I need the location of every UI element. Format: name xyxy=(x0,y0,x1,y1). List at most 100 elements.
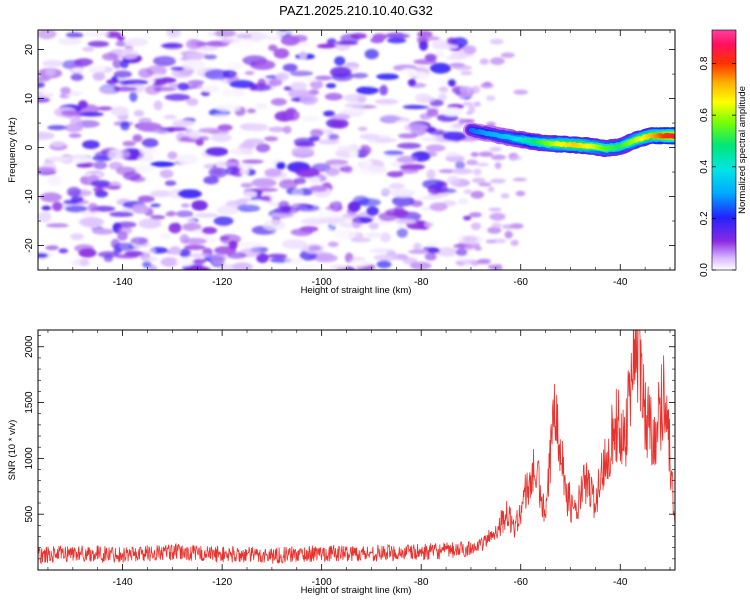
noise-blob xyxy=(308,245,322,251)
noise-blob xyxy=(378,212,399,222)
noise-blob xyxy=(380,232,391,243)
noise-blob xyxy=(332,164,343,169)
noise-blob xyxy=(289,70,314,77)
noise-blob xyxy=(488,214,505,220)
noise-blob xyxy=(106,79,119,85)
noise-blob xyxy=(376,260,392,269)
noise-blob xyxy=(72,154,91,164)
noise-blob xyxy=(78,100,88,109)
noise-blob xyxy=(343,93,367,103)
noise-blob xyxy=(106,185,121,190)
noise-blob xyxy=(351,218,362,229)
spectrogram-x-axis-label: Height of straight line (km) xyxy=(301,285,412,296)
noise-blob xyxy=(229,80,255,89)
noise-blob xyxy=(45,245,59,251)
colorbar-ticks: 0.0 0.2 0.4 0.6 0.8 xyxy=(699,56,736,277)
noise-blob xyxy=(331,201,341,208)
noise-blob xyxy=(487,226,502,234)
colorbar-tick-label: 0.8 xyxy=(699,56,710,70)
noise-blob xyxy=(471,177,486,184)
noise-blob xyxy=(93,161,108,170)
noise-blob xyxy=(177,189,203,199)
x-tick-label: -60 xyxy=(514,577,529,588)
noise-blob xyxy=(255,143,271,153)
noise-blob xyxy=(515,190,526,197)
noise-blob xyxy=(391,188,416,198)
noise-blob xyxy=(391,195,415,207)
noise-blob xyxy=(323,110,335,117)
noise-blob xyxy=(66,186,82,198)
noise-blob xyxy=(407,78,417,87)
noise-blob xyxy=(241,159,264,164)
noise-blob xyxy=(213,114,232,118)
noise-blob xyxy=(143,256,159,262)
noise-blob xyxy=(321,227,334,237)
noise-blob xyxy=(330,118,349,129)
spectrogram-noise xyxy=(38,30,529,270)
noise-blob xyxy=(268,126,286,133)
noise-blob xyxy=(38,30,57,40)
noise-blob xyxy=(210,252,227,264)
noise-blob xyxy=(283,86,293,91)
noise-blob xyxy=(38,131,55,140)
noise-blob xyxy=(164,93,191,101)
spectrogram-y-axis-label: Frequency (Hz) xyxy=(7,117,18,182)
noise-blob xyxy=(150,161,175,167)
noise-blob xyxy=(436,44,459,50)
noise-blob xyxy=(79,217,105,228)
noise-blob xyxy=(237,204,261,213)
noise-blob xyxy=(186,98,199,106)
noise-blob xyxy=(429,202,448,212)
noise-blob xyxy=(468,105,476,114)
noise-blob xyxy=(359,133,380,140)
noise-blob xyxy=(214,246,237,255)
noise-blob xyxy=(290,81,308,91)
noise-blob xyxy=(501,224,515,229)
noise-blob xyxy=(459,85,472,94)
noise-blob xyxy=(398,168,419,174)
noise-blob xyxy=(470,190,485,199)
noise-blob xyxy=(444,152,460,157)
noise-blob xyxy=(450,52,469,57)
noise-blob xyxy=(180,59,206,71)
noise-blob xyxy=(285,109,300,121)
noise-blob xyxy=(292,188,304,197)
noise-blob xyxy=(132,204,149,214)
noise-blob xyxy=(309,79,324,90)
noise-blob xyxy=(452,65,473,71)
x-tick-label: -140 xyxy=(113,577,133,588)
noise-blob xyxy=(131,164,156,173)
snr-frame xyxy=(37,329,676,571)
noise-blob xyxy=(130,237,148,245)
noise-blob xyxy=(281,239,308,250)
noise-blob xyxy=(379,84,388,96)
noise-blob xyxy=(485,239,496,244)
noise-blob xyxy=(396,155,418,164)
noise-blob xyxy=(321,266,338,270)
noise-blob xyxy=(383,150,404,156)
colorbar-gradient xyxy=(712,30,736,270)
noise-blob xyxy=(232,262,253,270)
noise-blob xyxy=(351,72,369,79)
noise-blob xyxy=(438,169,457,174)
noise-blob xyxy=(445,155,465,163)
noise-blob xyxy=(70,233,84,241)
noise-blob xyxy=(98,85,116,95)
noise-blob xyxy=(38,167,57,172)
noise-blob xyxy=(474,246,482,251)
noise-blob xyxy=(434,51,445,58)
noise-blob xyxy=(104,31,122,38)
noise-blob xyxy=(90,180,111,188)
noise-blob xyxy=(121,48,139,60)
snr-panel: -140 -120 -100 -80 -60 -40 500 1000 1500 2000 Hei… xyxy=(7,329,676,596)
noise-blob xyxy=(137,195,155,203)
noise-blob xyxy=(284,257,303,264)
noise-blob xyxy=(58,248,69,254)
noise-blob xyxy=(347,201,361,212)
noise-blob xyxy=(438,86,449,93)
noise-blob xyxy=(40,86,52,96)
noise-blob xyxy=(70,67,85,73)
noise-blob xyxy=(409,261,432,270)
noise-blob xyxy=(177,82,190,91)
y-tick-label: 2000 xyxy=(24,335,35,358)
